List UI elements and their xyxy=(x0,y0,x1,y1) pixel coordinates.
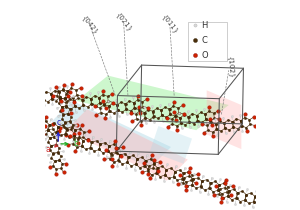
Text: {011}: {011} xyxy=(160,13,179,35)
Polygon shape xyxy=(207,90,242,149)
Text: c: c xyxy=(56,118,60,127)
Polygon shape xyxy=(51,101,171,168)
Polygon shape xyxy=(66,109,188,181)
Text: C: C xyxy=(201,36,207,45)
Text: {021}: {021} xyxy=(114,11,133,33)
Text: H: H xyxy=(201,21,207,30)
Text: {042}: {042} xyxy=(81,13,100,35)
Text: b: b xyxy=(74,139,78,148)
Text: O: O xyxy=(201,51,208,60)
Polygon shape xyxy=(150,126,192,164)
Text: {102}: {102} xyxy=(226,56,235,79)
Text: a: a xyxy=(46,145,51,154)
Polygon shape xyxy=(76,76,229,130)
